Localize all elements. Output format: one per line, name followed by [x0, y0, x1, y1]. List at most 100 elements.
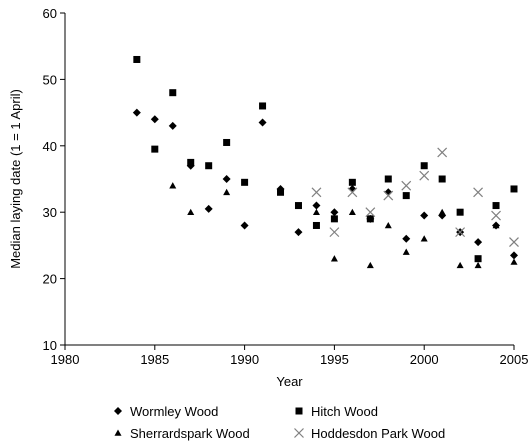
hoddesdon-park-wood-point: [347, 187, 358, 198]
cross-stroke: [491, 210, 501, 221]
sherrardspark-wood-point: [402, 248, 410, 255]
hoddesdon-park-wood-point: [437, 147, 448, 158]
y-tick-label: 60: [43, 6, 57, 21]
legend: Wormley Wood Hitch Wood Sherrardspark Wood…: [114, 404, 445, 441]
legend-marker-hitch-wood: [295, 407, 303, 415]
legend-marker-sherrardspark-wood: [114, 429, 122, 436]
hitch-wood-point: [133, 55, 141, 63]
hitch-wood-point: [330, 215, 338, 223]
hoddesdon-park-wood-point: [329, 227, 340, 238]
sherrardspark-wood-point: [348, 208, 356, 215]
hitch-wood-point: [169, 89, 177, 97]
hitch-wood-point: [366, 215, 374, 223]
legend-marker-hoddesdon-park-wood: [294, 428, 304, 438]
sherrardspark-wood-point: [420, 235, 428, 242]
hitch-wood-point: [492, 202, 500, 210]
wormley-wood-point: [204, 204, 213, 213]
cross-stroke: [365, 207, 376, 218]
data-points: [132, 55, 519, 269]
hitch-wood-point: [510, 185, 518, 193]
wormley-wood-point: [222, 175, 231, 183]
sherrardspark-wood-point: [384, 221, 392, 229]
sherrardspark-wood-point: [456, 261, 464, 269]
hoddesdon-park-wood-point: [509, 237, 519, 248]
x-tick-label: 1985: [140, 352, 169, 367]
cross-stroke: [419, 170, 430, 181]
wormley-wood-point: [168, 121, 177, 130]
sherrardspark-wood-point: [510, 258, 518, 265]
x-tick-label: 1990: [230, 352, 259, 367]
hitch-wood-point: [277, 188, 285, 196]
hitch-wood-point: [312, 221, 320, 229]
hitch-wood-point: [223, 138, 231, 146]
hitch-wood-point: [187, 158, 195, 166]
x-tick-label: 2005: [500, 352, 529, 367]
hitch-wood-point: [420, 162, 428, 170]
wormley-wood-point: [132, 108, 141, 117]
x-tick-label: 2000: [410, 352, 439, 367]
sherrardspark-wood-point: [223, 188, 231, 196]
axes: [60, 12, 515, 350]
x-axis-label: Year: [276, 374, 303, 389]
sherrardspark-wood-point: [277, 185, 285, 192]
hitch-wood-point: [348, 178, 356, 186]
wormley-wood-point: [294, 228, 303, 237]
legend-label-hoddesdon-park-wood: Hoddesdon Park Wood: [311, 426, 445, 441]
sherrardspark-wood-point: [330, 255, 338, 262]
cross-stroke: [311, 187, 322, 198]
sherrardspark-wood-point: [312, 208, 320, 215]
hoddesdon-park-wood-point: [365, 207, 376, 218]
hoddesdon-park-wood-point: [491, 210, 501, 221]
wormley-wood-point: [330, 208, 339, 217]
sherrardspark-wood-point: [366, 261, 374, 269]
wormley-wood-point: [474, 238, 483, 247]
tick-labels: 10 20 30 40 50 60 1980 1985 1990 1995 2000 2005: [43, 6, 529, 367]
sherrardspark-wood-point: [474, 261, 482, 269]
hitch-wood-point: [384, 175, 392, 183]
cross-stroke: [347, 187, 358, 198]
y-tick-label: 40: [43, 139, 57, 154]
legend-marker-wormley-wood: [114, 407, 122, 415]
hitch-wood-point: [151, 145, 159, 153]
wormley-wood-point: [420, 211, 429, 220]
sherrardspark-wood-point: [492, 221, 500, 229]
cross-stroke: [509, 237, 519, 248]
hitch-wood-point: [294, 202, 302, 210]
y-tick-label: 20: [43, 272, 57, 287]
x-tick-label: 1995: [320, 352, 349, 367]
hitch-wood-point: [438, 175, 446, 183]
hitch-wood-point: [402, 192, 410, 200]
hoddesdon-park-wood-point: [473, 187, 484, 198]
y-axis-label: Median laying date (1 = 1 April): [8, 89, 23, 269]
wormley-wood-point: [510, 251, 518, 260]
legend-label-sherrardspark-wood: Sherrardspark Wood: [130, 426, 250, 441]
y-tick-label: 30: [43, 205, 57, 220]
wormley-wood-point: [312, 201, 321, 210]
sherrardspark-wood-point: [438, 208, 446, 215]
wormley-wood-point: [402, 234, 411, 243]
y-tick-label: 50: [43, 72, 57, 87]
cross-stroke: [437, 147, 448, 158]
hitch-wood-point: [241, 178, 249, 186]
wormley-wood-point: [240, 221, 249, 230]
hitch-wood-point: [456, 208, 464, 216]
hoddesdon-park-wood-point: [383, 190, 394, 201]
legend-label-wormley-wood: Wormley Wood: [130, 404, 218, 419]
cross-stroke: [294, 428, 304, 438]
sherrardspark-wood-point: [187, 208, 195, 215]
cross-stroke: [455, 227, 466, 238]
hoddesdon-park-wood-point: [311, 187, 322, 198]
hitch-wood-point: [205, 162, 213, 170]
legend-label-hitch-wood: Hitch Wood: [311, 404, 378, 419]
sherrardspark-wood-point: [169, 182, 177, 189]
y-tick-label: 10: [43, 338, 57, 353]
hoddesdon-park-wood-point: [419, 170, 430, 181]
cross-stroke: [329, 227, 340, 238]
cross-stroke: [401, 180, 412, 191]
wormley-wood-point: [258, 118, 267, 127]
hoddesdon-park-wood-point: [455, 227, 466, 238]
wormley-wood-point: [150, 115, 159, 124]
hitch-wood-point: [259, 102, 267, 110]
cross-stroke: [473, 187, 484, 198]
